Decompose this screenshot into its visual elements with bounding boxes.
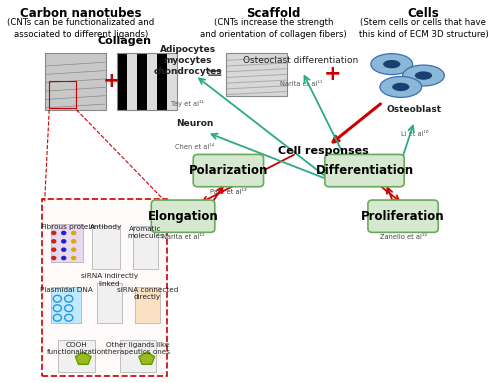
Text: =: =: [206, 64, 224, 83]
FancyBboxPatch shape: [136, 286, 160, 322]
Text: Cells: Cells: [408, 7, 440, 20]
Text: Fibrous protein: Fibrous protein: [42, 224, 95, 230]
FancyBboxPatch shape: [58, 340, 94, 372]
FancyBboxPatch shape: [42, 199, 167, 376]
Text: Li et al¹⁶: Li et al¹⁶: [400, 131, 428, 137]
Circle shape: [61, 231, 66, 235]
Circle shape: [71, 256, 76, 260]
Text: Elongation: Elongation: [148, 210, 218, 223]
FancyBboxPatch shape: [325, 154, 404, 187]
FancyBboxPatch shape: [137, 53, 147, 110]
FancyBboxPatch shape: [147, 53, 157, 110]
Text: Adipocytes
myocytes
chondrocytes: Adipocytes myocytes chondrocytes: [154, 45, 222, 76]
Text: Polarization: Polarization: [188, 164, 268, 177]
Circle shape: [71, 231, 76, 235]
Ellipse shape: [415, 71, 432, 80]
Text: Chen et al¹⁴: Chen et al¹⁴: [175, 144, 214, 150]
Text: Cell responses: Cell responses: [278, 146, 369, 156]
Text: siRNA connected
directly: siRNA connected directly: [117, 286, 178, 300]
Ellipse shape: [371, 54, 412, 75]
Circle shape: [61, 256, 66, 260]
FancyBboxPatch shape: [152, 200, 215, 232]
Circle shape: [71, 247, 76, 252]
Text: Neuron: Neuron: [176, 119, 213, 128]
Text: Zanello et al¹²: Zanello et al¹²: [380, 234, 426, 240]
FancyBboxPatch shape: [368, 200, 438, 232]
FancyBboxPatch shape: [97, 283, 122, 322]
FancyBboxPatch shape: [193, 154, 264, 187]
Text: Osteoclast differentiation: Osteoclast differentiation: [244, 56, 358, 65]
Text: Collagen: Collagen: [97, 36, 151, 46]
FancyBboxPatch shape: [92, 226, 120, 270]
FancyBboxPatch shape: [118, 53, 127, 110]
Text: Narita et al¹¹: Narita et al¹¹: [280, 81, 322, 87]
FancyBboxPatch shape: [167, 53, 177, 110]
Circle shape: [51, 239, 57, 244]
FancyBboxPatch shape: [52, 224, 83, 262]
Text: COOH
functionalization: COOH functionalization: [46, 342, 106, 355]
FancyBboxPatch shape: [157, 53, 167, 110]
Text: Proliferation: Proliferation: [362, 210, 445, 223]
Text: +: +: [103, 71, 120, 91]
Ellipse shape: [392, 83, 409, 91]
Text: Differentiation: Differentiation: [316, 164, 414, 177]
Circle shape: [61, 247, 66, 252]
Ellipse shape: [383, 60, 400, 68]
Text: Other ligands like
therapeutics ones: Other ligands like therapeutics ones: [105, 342, 170, 355]
Ellipse shape: [402, 65, 444, 86]
Text: Carbon nanotubes: Carbon nanotubes: [20, 7, 142, 20]
Text: Park et al¹³: Park et al¹³: [210, 189, 246, 195]
Text: Plasmidal DNA: Plasmidal DNA: [40, 286, 93, 293]
Circle shape: [61, 239, 66, 244]
FancyBboxPatch shape: [120, 340, 156, 372]
Text: (CNTs increase the strength
and orientation of collagen fibers): (CNTs increase the strength and orientat…: [200, 18, 347, 39]
Circle shape: [71, 239, 76, 244]
Text: +: +: [324, 64, 342, 83]
FancyBboxPatch shape: [52, 286, 81, 322]
Text: Aromatic
molecules: Aromatic molecules: [127, 226, 164, 239]
Text: Narita et al¹¹: Narita et al¹¹: [162, 234, 204, 240]
Ellipse shape: [380, 77, 422, 97]
Text: Tay et al¹¹: Tay et al¹¹: [171, 100, 204, 107]
Text: Osteoblast: Osteoblast: [387, 105, 442, 114]
Circle shape: [51, 256, 57, 260]
Text: Antibody: Antibody: [90, 224, 122, 230]
FancyBboxPatch shape: [133, 226, 158, 270]
Circle shape: [51, 247, 57, 252]
FancyBboxPatch shape: [127, 53, 137, 110]
Text: Scaffold: Scaffold: [246, 7, 301, 20]
FancyBboxPatch shape: [44, 53, 106, 110]
Text: (CNTs can be functionalizated and
associated to different ligands): (CNTs can be functionalizated and associ…: [8, 18, 154, 39]
Text: (Stem cells or cells that have
this kind of ECM 3D structure): (Stem cells or cells that have this kind…: [358, 18, 488, 39]
Circle shape: [51, 231, 57, 235]
FancyBboxPatch shape: [226, 53, 288, 97]
Text: siRNA indirectly
linked: siRNA indirectly linked: [81, 273, 138, 287]
